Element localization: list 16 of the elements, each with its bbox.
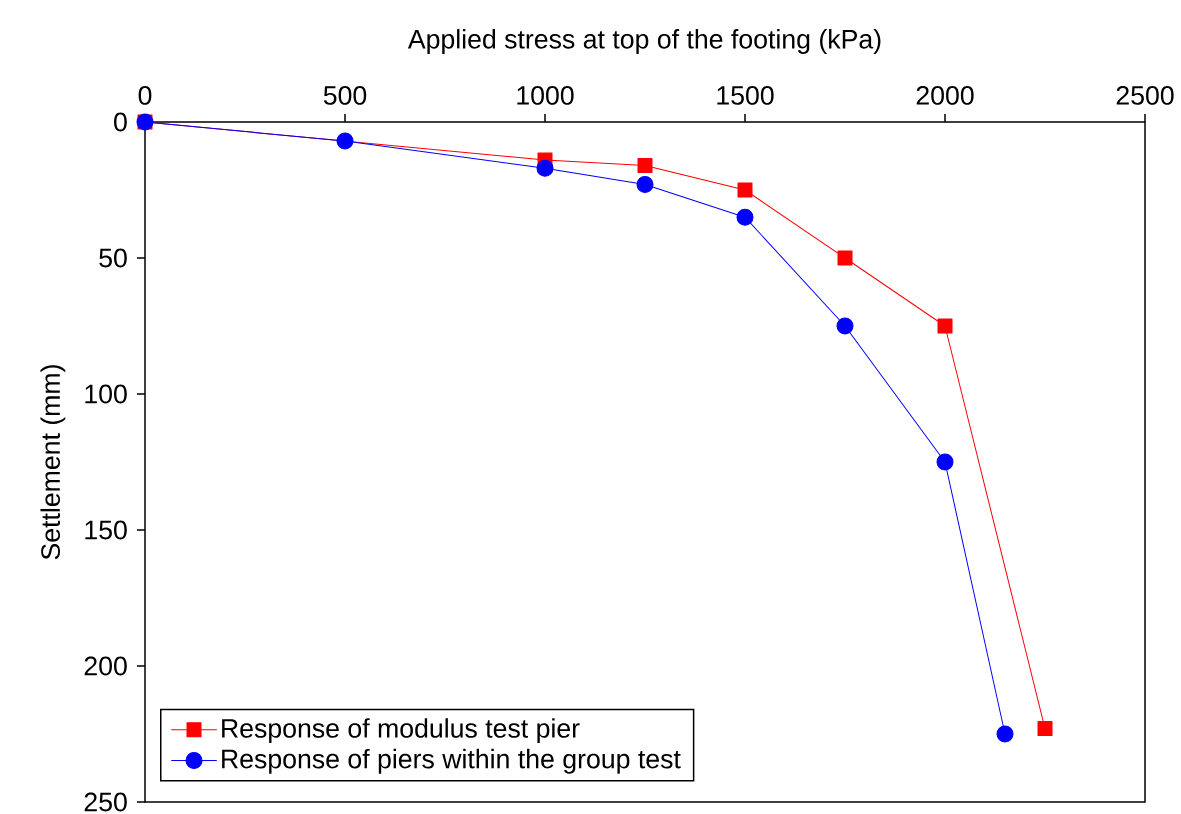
x-tick-label: 500 — [323, 85, 367, 105]
x-tick-label: 2500 — [1116, 85, 1174, 105]
x-tick-label: 1000 — [517, 85, 574, 105]
legend-label: Response of modulus test pier — [222, 718, 580, 744]
y-axis-title: Settlement (mm) — [40, 365, 66, 560]
y-tick-label: 250 — [84, 792, 127, 812]
x-axis-title: Applied stress at top of the footing (kPa) — [407, 29, 881, 54]
y-tick-label: 0 — [114, 112, 127, 132]
x-tick-label: 0 — [138, 85, 152, 105]
y-tick-label: 200 — [84, 656, 127, 676]
x-tick-label: 1500 — [717, 85, 774, 105]
y-tick-label: 100 — [85, 384, 127, 404]
legend-label: Response of piers within the group test — [222, 748, 681, 774]
y-tick-label: 50 — [99, 248, 127, 268]
x-tick-label: 2000 — [916, 85, 974, 105]
y-tick-label: 150 — [85, 520, 127, 540]
